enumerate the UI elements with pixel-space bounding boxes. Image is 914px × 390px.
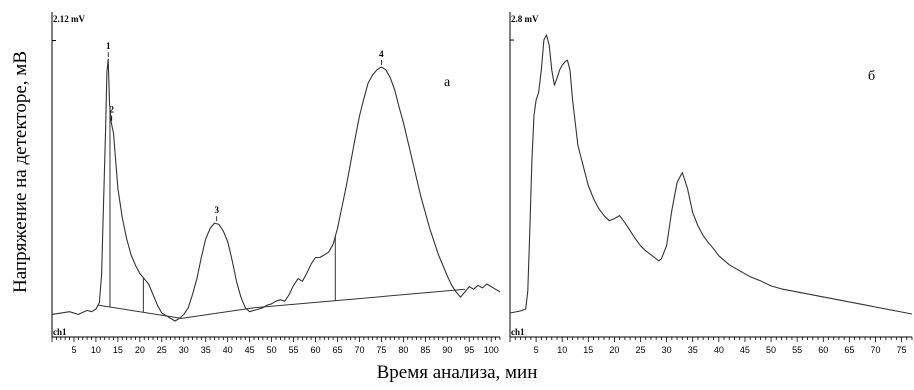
x-axis-label: Время анализа, мин xyxy=(376,362,538,383)
panel-2-series-line xyxy=(509,34,913,315)
y-axis-label-text: Напряжение на детекторе, мВ xyxy=(10,51,31,293)
panel-2-x-tick-label: 65 xyxy=(844,345,854,355)
panel-2-x-tick-label: 15 xyxy=(583,345,593,355)
panel-1-x-tick-label: 60 xyxy=(311,345,321,355)
panel-2-x-tick-label: 25 xyxy=(636,345,646,355)
panel-2-x-tick-label: 75 xyxy=(897,345,907,355)
panel-1-peak-label: 1 xyxy=(106,41,111,51)
panel-1-x-tick-label: 70 xyxy=(354,345,364,355)
panel-1-x-tick-label: 25 xyxy=(157,345,167,355)
panel-2-x-tick-label: 5 xyxy=(534,345,539,355)
panel-1-channel-label: ch1 xyxy=(53,327,67,337)
panel-2-letter: б xyxy=(868,69,875,84)
panel-1-peak-label: 4 xyxy=(379,49,384,59)
panel-1-x-tick-label: 55 xyxy=(289,345,299,355)
panel-2-x-tick-label: 30 xyxy=(662,345,672,355)
panel-1-x-tick-label: 20 xyxy=(135,345,145,355)
panel-2-x-tick-label: 55 xyxy=(792,345,802,355)
panel-1-integration-baseline xyxy=(98,288,465,319)
panel-1-x-tick-label: 15 xyxy=(113,345,123,355)
panel-2-x-tick-label: 70 xyxy=(870,345,880,355)
panel-1-x-tick-label: 40 xyxy=(223,345,233,355)
panel-1-x-tick-label: 5 xyxy=(71,345,76,355)
panel-2-x-tick-label: 45 xyxy=(740,345,750,355)
panel-2-channel-label: ch1 xyxy=(511,327,525,337)
panel-1-max-label: 2.12 mV xyxy=(53,14,85,24)
panel-1-x-tick-label: 10 xyxy=(91,345,101,355)
panel-1-x-tick-label: 100 xyxy=(484,345,499,355)
panel-2-max-label: 2.8 mV xyxy=(511,14,539,24)
panel-1-x-tick-label: 90 xyxy=(442,345,452,355)
panel-1-x-tick-label: 65 xyxy=(332,345,342,355)
panel-1-peak-label: 2 xyxy=(109,105,114,115)
panel-1-x-tick-label: 85 xyxy=(420,345,430,355)
panel-1-series-line xyxy=(51,58,501,322)
panel-2-x-tick-label: 10 xyxy=(557,345,567,355)
panel-1-x-tick-label: 80 xyxy=(398,345,408,355)
panel-2-x-tick-label: 40 xyxy=(714,345,724,355)
panel-1-peak-label: 3 xyxy=(214,205,219,215)
y-axis-label: Напряжение на детекторе, мВ xyxy=(4,12,38,332)
panel-1-x-tick-label: 75 xyxy=(376,345,386,355)
panel-1-x-tick-label: 95 xyxy=(464,345,474,355)
panel-1-x-tick-label: 35 xyxy=(201,345,211,355)
panel-2-x-tick-label: 50 xyxy=(766,345,776,355)
panel-2-x-tick-label: 20 xyxy=(609,345,619,355)
panel-2-x-tick-label: 60 xyxy=(818,345,828,355)
panel-1-x-tick-label: 45 xyxy=(245,345,255,355)
panel-1-x-tick-label: 50 xyxy=(267,345,277,355)
panel-2-x-tick-label: 35 xyxy=(688,345,698,355)
panel-1-letter: а xyxy=(444,75,451,90)
panel-1-x-tick-label: 30 xyxy=(179,345,189,355)
